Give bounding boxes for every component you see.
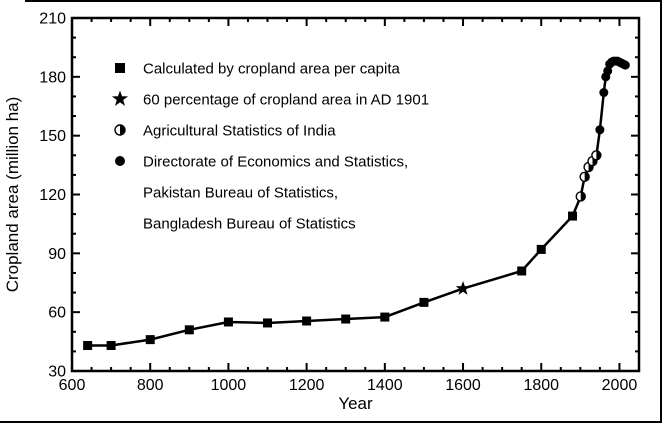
square-marker [380, 312, 390, 322]
y-tick-label: 30 [48, 364, 66, 381]
half-circle-fill [584, 172, 590, 182]
half-circle-marker [591, 150, 602, 161]
square-marker [145, 335, 155, 345]
half-circle-fill [596, 150, 601, 160]
y-tick-label: 150 [39, 128, 66, 145]
x-axis-title: Year [338, 394, 373, 413]
y-axis-title: Cropland area (million ha) [3, 97, 22, 293]
page-border-top [25, 0, 662, 2]
circle-marker [603, 66, 613, 76]
series-markers [595, 56, 630, 135]
legend-entry: 60 percentage of cropland area in AD 190… [111, 90, 429, 109]
x-tick-label: 1800 [523, 377, 559, 394]
half-circle-fill [120, 125, 125, 135]
square-marker [302, 316, 312, 326]
circle-marker [620, 60, 630, 70]
y-tick-label: 180 [39, 69, 66, 86]
y-tick-label: 60 [48, 305, 66, 322]
x-tick-label: 1600 [445, 377, 481, 394]
legend-label: Bangladesh Bureau of Statistics [143, 216, 356, 233]
star-marker [111, 90, 129, 106]
square-marker [106, 341, 116, 351]
x-tick-label: 1400 [367, 377, 403, 394]
series-markers [83, 211, 578, 351]
x-tick-label: 1200 [289, 377, 325, 394]
x-tick-label: 1000 [211, 377, 247, 394]
square-marker [184, 325, 194, 335]
half-circle-fill [580, 191, 586, 201]
legend-label: 60 percentage of cropland area in AD 190… [143, 92, 429, 109]
legend-label: Calculated by cropland area per capita [143, 61, 400, 78]
legend-label: Directorate of Economics and Statistics, [143, 154, 408, 171]
axis-ticks [71, 17, 640, 372]
y-tick-label: 90 [48, 246, 66, 263]
legend-label: Agricultural Statistics of India [143, 123, 336, 140]
star-marker [455, 280, 471, 295]
y-tick-labels: 30 60 90 120 150 180 210 [39, 11, 66, 381]
legend-entry: Calculated by cropland area per capita [115, 61, 400, 78]
square-marker [115, 63, 125, 73]
y-tick-label: 120 [39, 187, 66, 204]
legend-label: Pakistan Bureau of Statistics, [143, 185, 338, 202]
square-marker [341, 314, 351, 324]
legend-entry: Directorate of Economics and Statistics,… [115, 154, 408, 233]
x-tick-label: 600 [59, 377, 86, 394]
legend: Calculated by cropland area per capita 60… [111, 61, 429, 233]
square-marker [517, 266, 527, 276]
square-marker [263, 318, 273, 328]
square-marker [83, 341, 93, 351]
half-circle-marker [575, 191, 586, 202]
square-marker [223, 317, 233, 327]
page-border-bottom [0, 421, 662, 423]
series-markers [455, 280, 471, 295]
square-marker [568, 211, 578, 221]
square-marker [419, 297, 429, 307]
page-border-right [660, 0, 662, 423]
half-circle-marker [114, 124, 126, 136]
circle-marker [599, 88, 609, 98]
x-tick-labels: 600 800 1000 1200 1400 1600 1800 2000 [59, 377, 638, 394]
circle-marker [595, 125, 605, 135]
y-tick-label: 210 [39, 11, 66, 28]
square-marker [536, 244, 546, 254]
series-markers [575, 150, 602, 202]
legend-entry: Agricultural Statistics of India [114, 123, 336, 140]
half-circle-marker [579, 171, 590, 183]
x-tick-label: 2000 [602, 377, 638, 394]
x-tick-label: 800 [137, 377, 164, 394]
circle-marker [115, 156, 125, 166]
